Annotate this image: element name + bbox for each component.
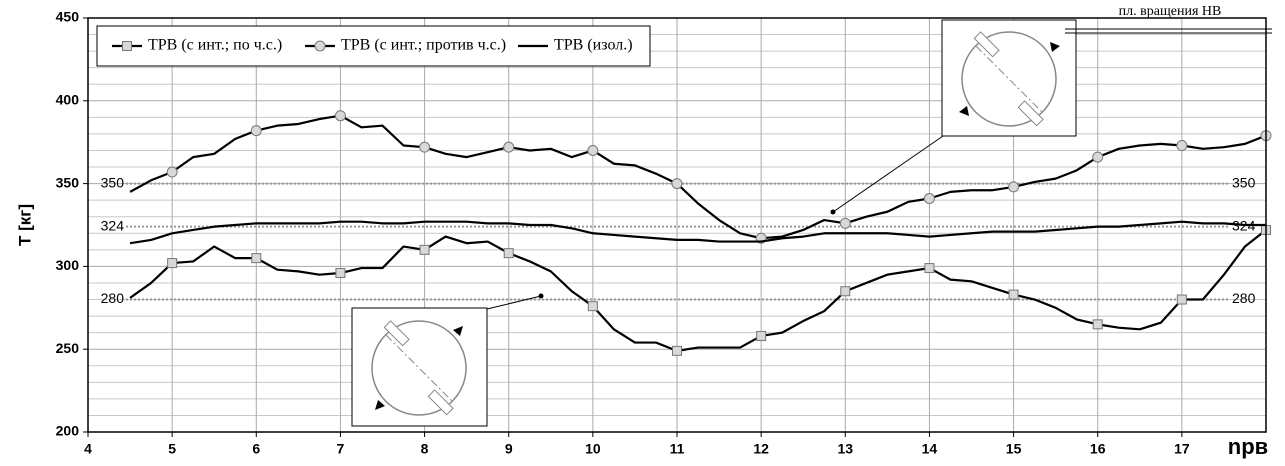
marker (251, 253, 262, 264)
inset-box (941, 19, 1077, 137)
x-tick-label: 7 (337, 441, 345, 457)
callout-dot (830, 209, 836, 215)
legend-box (96, 25, 651, 67)
callout-dot (538, 293, 544, 299)
reference-label: 280 (101, 290, 125, 306)
x-tick-label: 17 (1174, 441, 1190, 457)
reference-label: 350 (101, 174, 125, 190)
rotor-disk (961, 31, 1057, 127)
marker (419, 141, 431, 153)
marker (1008, 289, 1019, 300)
reference-label: 324 (101, 217, 125, 233)
series-line (129, 229, 1267, 352)
x-tick-label: 15 (1006, 441, 1022, 457)
x-tick-label: 16 (1090, 441, 1106, 457)
series-line (129, 114, 1267, 240)
y-tick-label: 300 (56, 257, 80, 273)
arrow (453, 326, 463, 336)
rotor-disk (371, 320, 467, 416)
callout-line (832, 135, 944, 213)
series-line (129, 220, 1266, 245)
series-layer (129, 110, 1272, 356)
marker (1092, 151, 1104, 163)
legend-marker (314, 40, 326, 52)
marker (335, 268, 346, 279)
marker (756, 330, 767, 341)
inset-counterclockwise (941, 19, 1077, 137)
marker (1008, 181, 1020, 193)
y-tick-label: 350 (56, 174, 80, 190)
marker (503, 141, 515, 153)
x-tick-label: 9 (505, 441, 513, 457)
inset-box (351, 307, 488, 427)
arrow (959, 106, 969, 116)
marker (840, 286, 851, 297)
x-tick-label: 14 (922, 441, 938, 457)
legend-marker (122, 41, 132, 51)
y-tick-label: 200 (56, 423, 80, 439)
x-tick-label: 13 (837, 441, 853, 457)
marker (167, 258, 178, 269)
blade (1017, 100, 1044, 127)
legend-label: TРВ (с инт.; против ч.с.) (341, 37, 506, 54)
x-axis-label: nрв (1228, 434, 1268, 459)
marker (166, 166, 178, 178)
reference-label: 280 (1232, 290, 1256, 306)
marker (587, 301, 598, 312)
marker (924, 263, 935, 274)
callout-line (486, 295, 542, 310)
x-tick-label: 10 (585, 441, 601, 457)
marker (672, 345, 682, 356)
marker (419, 244, 430, 255)
plot-border (87, 17, 1267, 433)
legend-label: TРВ (с инт.; по ч.с.) (148, 37, 282, 54)
blade (383, 320, 410, 347)
marker (839, 217, 851, 229)
x-tick-label: 4 (84, 441, 92, 457)
y-tick-label: 400 (56, 92, 80, 108)
x-tick-label: 5 (168, 441, 176, 457)
reference-label: 350 (1232, 174, 1256, 190)
x-tick-label: 8 (421, 441, 429, 457)
blade (973, 31, 1000, 58)
annotation: пл. вращения НВ (1119, 4, 1222, 19)
marker (1176, 140, 1188, 152)
reference-label: 324 (1232, 217, 1256, 233)
marker (334, 110, 346, 122)
y-tick-label: 250 (56, 340, 80, 356)
y-tick-label: 450 (56, 9, 80, 25)
x-tick-label: 11 (670, 441, 685, 457)
marker (1176, 294, 1187, 305)
marker (1092, 319, 1103, 330)
x-tick-label: 6 (252, 441, 260, 457)
blade (427, 389, 454, 416)
marker (503, 248, 514, 259)
y-axis-label: T [кг] (15, 204, 34, 246)
marker (671, 178, 683, 190)
arrow (1050, 42, 1060, 52)
marker (587, 144, 599, 156)
inset-clockwise (351, 307, 488, 427)
legend: TРВ (с инт.; по ч.с.) TРВ (с инт.; против… (96, 25, 651, 67)
marker (250, 125, 262, 137)
legend-label: TРВ (изол.) (554, 37, 633, 54)
arrow (375, 400, 385, 410)
x-tick-label: 12 (753, 441, 769, 457)
marker (923, 193, 935, 205)
